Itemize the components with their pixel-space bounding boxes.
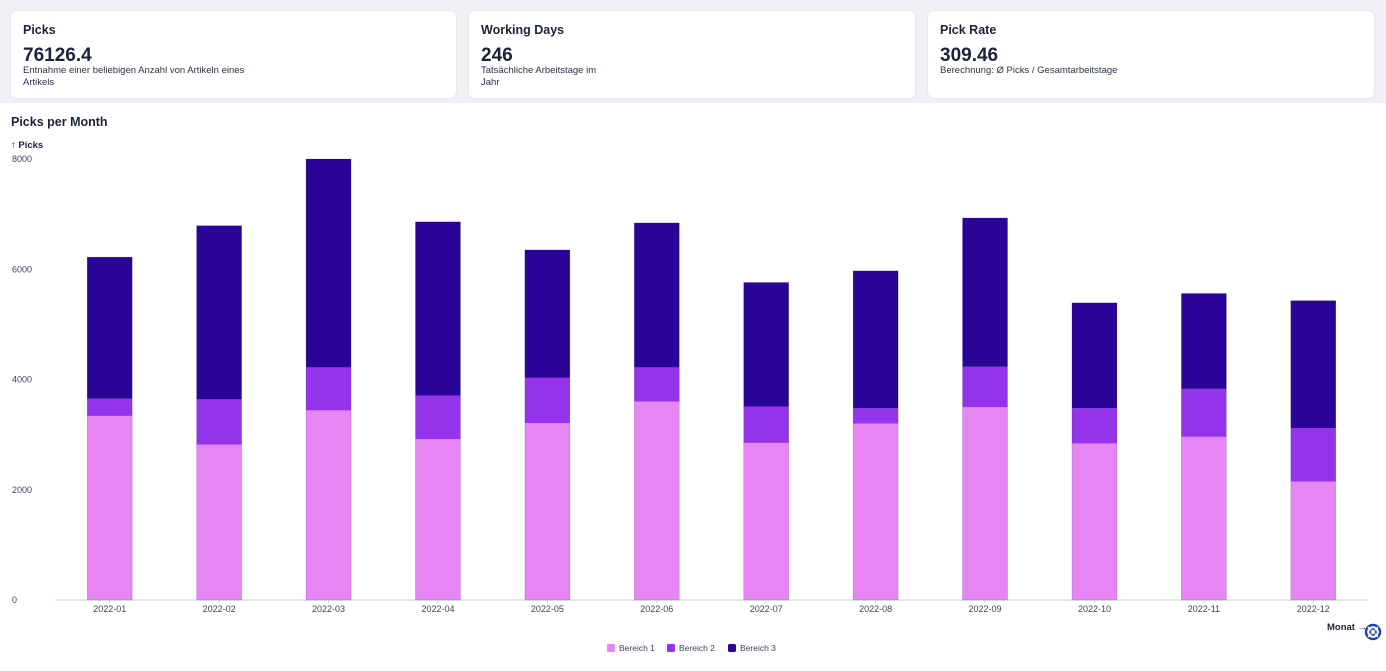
bar-bereich-2 bbox=[1071, 408, 1117, 444]
x-tick-label: 2022-04 bbox=[421, 604, 454, 614]
bar-bereich-2 bbox=[415, 395, 461, 440]
y-tick-label: 6000 bbox=[12, 264, 32, 274]
bar-bereich-1 bbox=[962, 407, 1008, 600]
x-tick-label: 2022-08 bbox=[859, 604, 892, 614]
x-tick-label: 2022-02 bbox=[203, 604, 236, 614]
bar-bereich-3 bbox=[962, 217, 1008, 367]
x-tick-label: 2022-03 bbox=[312, 604, 345, 614]
x-tick-label: 2022-06 bbox=[640, 604, 673, 614]
y-axis-label: ↑ Picks bbox=[11, 140, 43, 151]
help-lifebuoy-icon[interactable] bbox=[1364, 623, 1382, 641]
bar-bereich-3 bbox=[415, 221, 461, 396]
kpi-description: Berechnung: Ø Picks / Gesamtarbeitstage bbox=[940, 65, 1118, 76]
x-tick-label: 2022-09 bbox=[969, 604, 1002, 614]
bar-bereich-2 bbox=[962, 366, 1008, 408]
bar-bereich-1 bbox=[634, 401, 680, 600]
bar-bereich-2 bbox=[524, 377, 570, 424]
bar-bereich-1 bbox=[196, 444, 242, 600]
kpi-value: 246 bbox=[481, 45, 513, 66]
kpi-value: 76126.4 bbox=[23, 45, 92, 66]
kpi-description: Tatsächliche Arbeitstage im Jahr bbox=[481, 65, 597, 88]
kpi-value: 309.46 bbox=[940, 45, 999, 66]
legend-label: Bereich 2 bbox=[679, 643, 715, 653]
kpi-card-picks: Picks 76126.4 Entnahme einer beliebigen … bbox=[11, 11, 456, 98]
bar-bereich-1 bbox=[87, 415, 133, 600]
bar-bereich-3 bbox=[196, 225, 242, 400]
bar-bereich-1 bbox=[306, 410, 352, 600]
chart-title: Picks per Month bbox=[11, 115, 108, 129]
picks-per-month-chart: ↑ Picks 0 2000 4000 6000 8000 2022-01 2022-02 20… bbox=[11, 140, 1368, 653]
x-tick-label: 2022-07 bbox=[750, 604, 783, 614]
kpi-title: Pick Rate bbox=[940, 23, 997, 37]
y-tick-label: 0 bbox=[12, 595, 17, 605]
bar-bereich-2 bbox=[196, 399, 242, 445]
y-tick-label: 4000 bbox=[12, 375, 32, 385]
bar-bereich-3 bbox=[87, 257, 133, 399]
y-tick-label: 2000 bbox=[12, 485, 32, 495]
kpi-row: Picks 76126.4 Entnahme einer beliebigen … bbox=[11, 11, 1375, 98]
legend-label: Bereich 3 bbox=[740, 643, 776, 653]
bar-bereich-3 bbox=[743, 282, 789, 407]
bar-bereich-2 bbox=[743, 406, 789, 443]
x-tick-label: 2022-11 bbox=[1188, 604, 1220, 614]
legend-label: Bereich 1 bbox=[619, 643, 655, 653]
kpi-title: Working Days bbox=[481, 23, 565, 37]
y-tick-label: 8000 bbox=[12, 154, 32, 164]
bar-bereich-2 bbox=[853, 408, 899, 424]
kpi-title: Picks bbox=[23, 23, 56, 37]
bar-bereich-2 bbox=[306, 367, 352, 411]
bar-bereich-1 bbox=[743, 442, 789, 600]
bar-bereich-3 bbox=[524, 249, 570, 378]
bar-bereich-1 bbox=[1071, 443, 1117, 600]
kpi-card-working-days: Working Days 246 Tatsächliche Arbeitstag… bbox=[469, 11, 915, 98]
legend-swatch bbox=[607, 644, 615, 652]
bar-bereich-1 bbox=[415, 439, 461, 600]
bar-bereich-2 bbox=[1181, 388, 1227, 437]
bar-bereich-3 bbox=[1290, 300, 1336, 429]
x-tick-label: 2022-10 bbox=[1078, 604, 1111, 614]
x-axis-label: Monat → bbox=[1327, 622, 1367, 633]
bar-bereich-3 bbox=[306, 159, 352, 368]
bar-bereich-1 bbox=[1290, 481, 1336, 600]
bar-bereich-1 bbox=[853, 423, 899, 600]
bar-bereich-2 bbox=[1290, 428, 1336, 482]
kpi-card-pick-rate: Pick Rate 309.46 Berechnung: Ø Picks / G… bbox=[928, 11, 1374, 98]
kpi-description: Entnahme einer beliebigen Anzahl von Art… bbox=[23, 65, 245, 88]
bar-bereich-3 bbox=[1071, 302, 1117, 409]
bar-bereich-3 bbox=[634, 222, 680, 368]
bar-bereich-1 bbox=[524, 423, 570, 600]
bar-bereich-3 bbox=[853, 270, 899, 409]
bar-bereich-2 bbox=[87, 398, 133, 416]
chart-panel: Picks per Month ↑ Picks 0 2000 4000 6000 8000… bbox=[0, 103, 1386, 671]
x-tick-label: 2022-05 bbox=[531, 604, 564, 614]
legend-swatch bbox=[667, 644, 675, 652]
bar-bereich-2 bbox=[634, 367, 680, 402]
x-tick-label: 2022-12 bbox=[1297, 604, 1330, 614]
legend-swatch bbox=[728, 644, 736, 652]
x-tick-label: 2022-01 bbox=[93, 604, 126, 614]
bar-bereich-3 bbox=[1181, 293, 1227, 389]
bar-bereich-1 bbox=[1181, 436, 1227, 600]
